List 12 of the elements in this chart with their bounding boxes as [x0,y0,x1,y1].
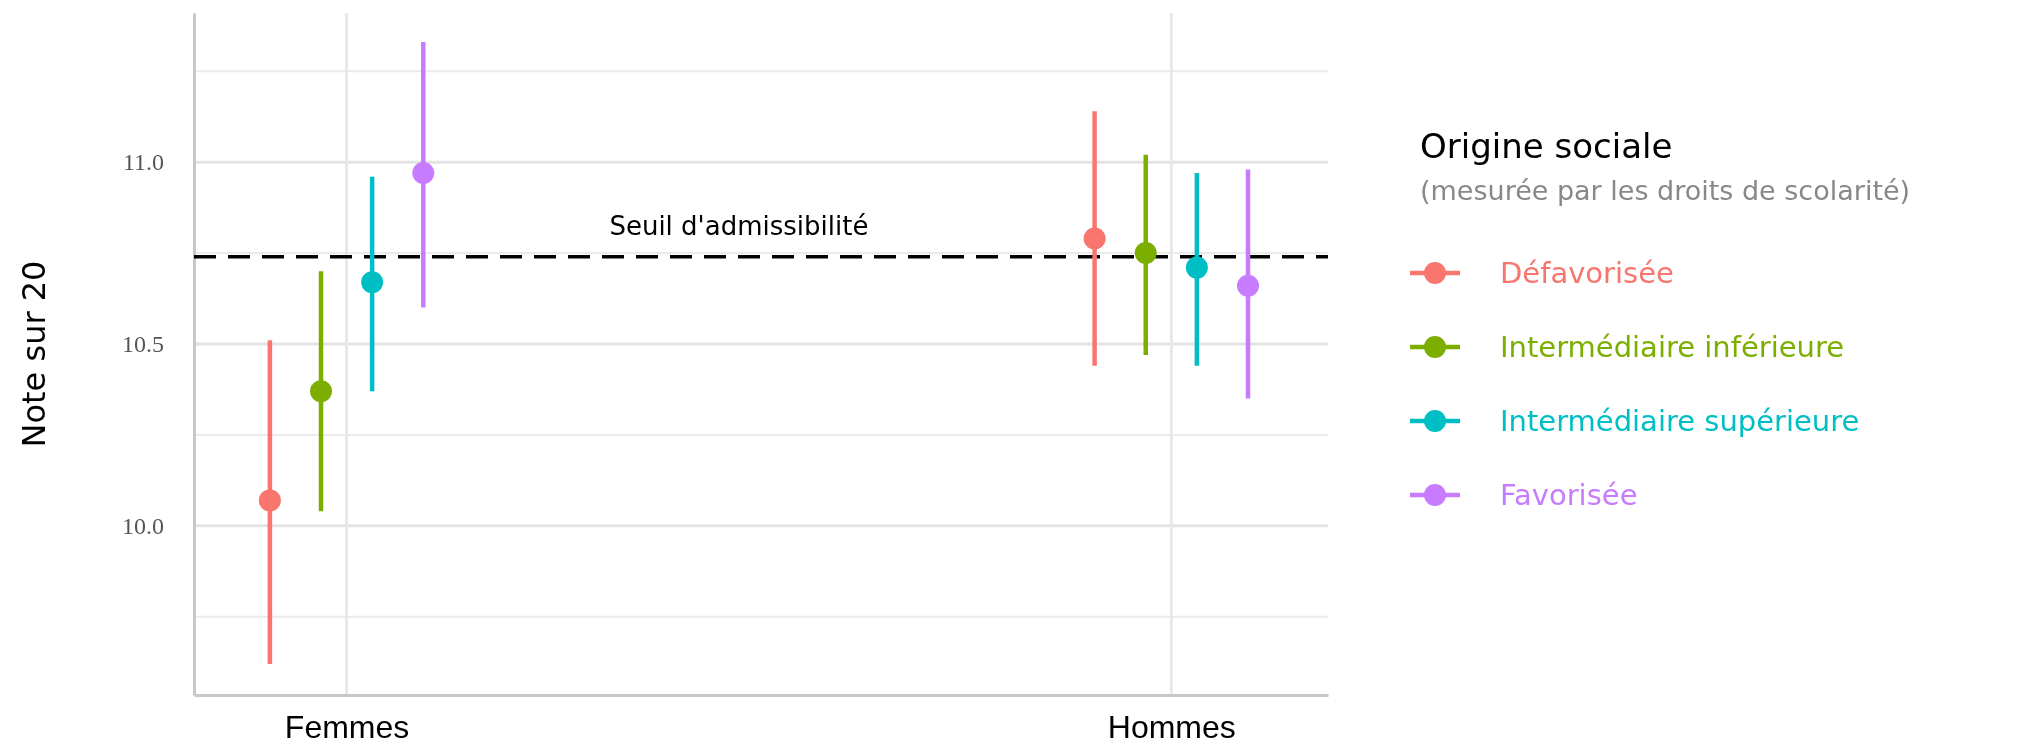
ref-line-label: Seuil d'admissibilité [609,210,869,241]
y-tick-label: 10.0 [122,513,164,540]
legend-label: Intermédiaire inférieure [1500,330,1845,364]
x-tick-label: Femmes [284,708,410,745]
legend-label: Défavorisée [1500,256,1674,290]
y-axis-title: Note sur 20 [15,260,53,448]
legend-title: Origine sociale (mesurée par les droits de scolarité) [1420,126,1911,206]
y-tick-label: 10.5 [122,331,164,358]
x-tick-label: Hommes [1107,708,1236,745]
legend-label: Intermédiaire supérieure [1500,404,1860,438]
y-tick-label: 11.0 [122,149,164,176]
legend-label: Favorisée [1500,478,1638,512]
